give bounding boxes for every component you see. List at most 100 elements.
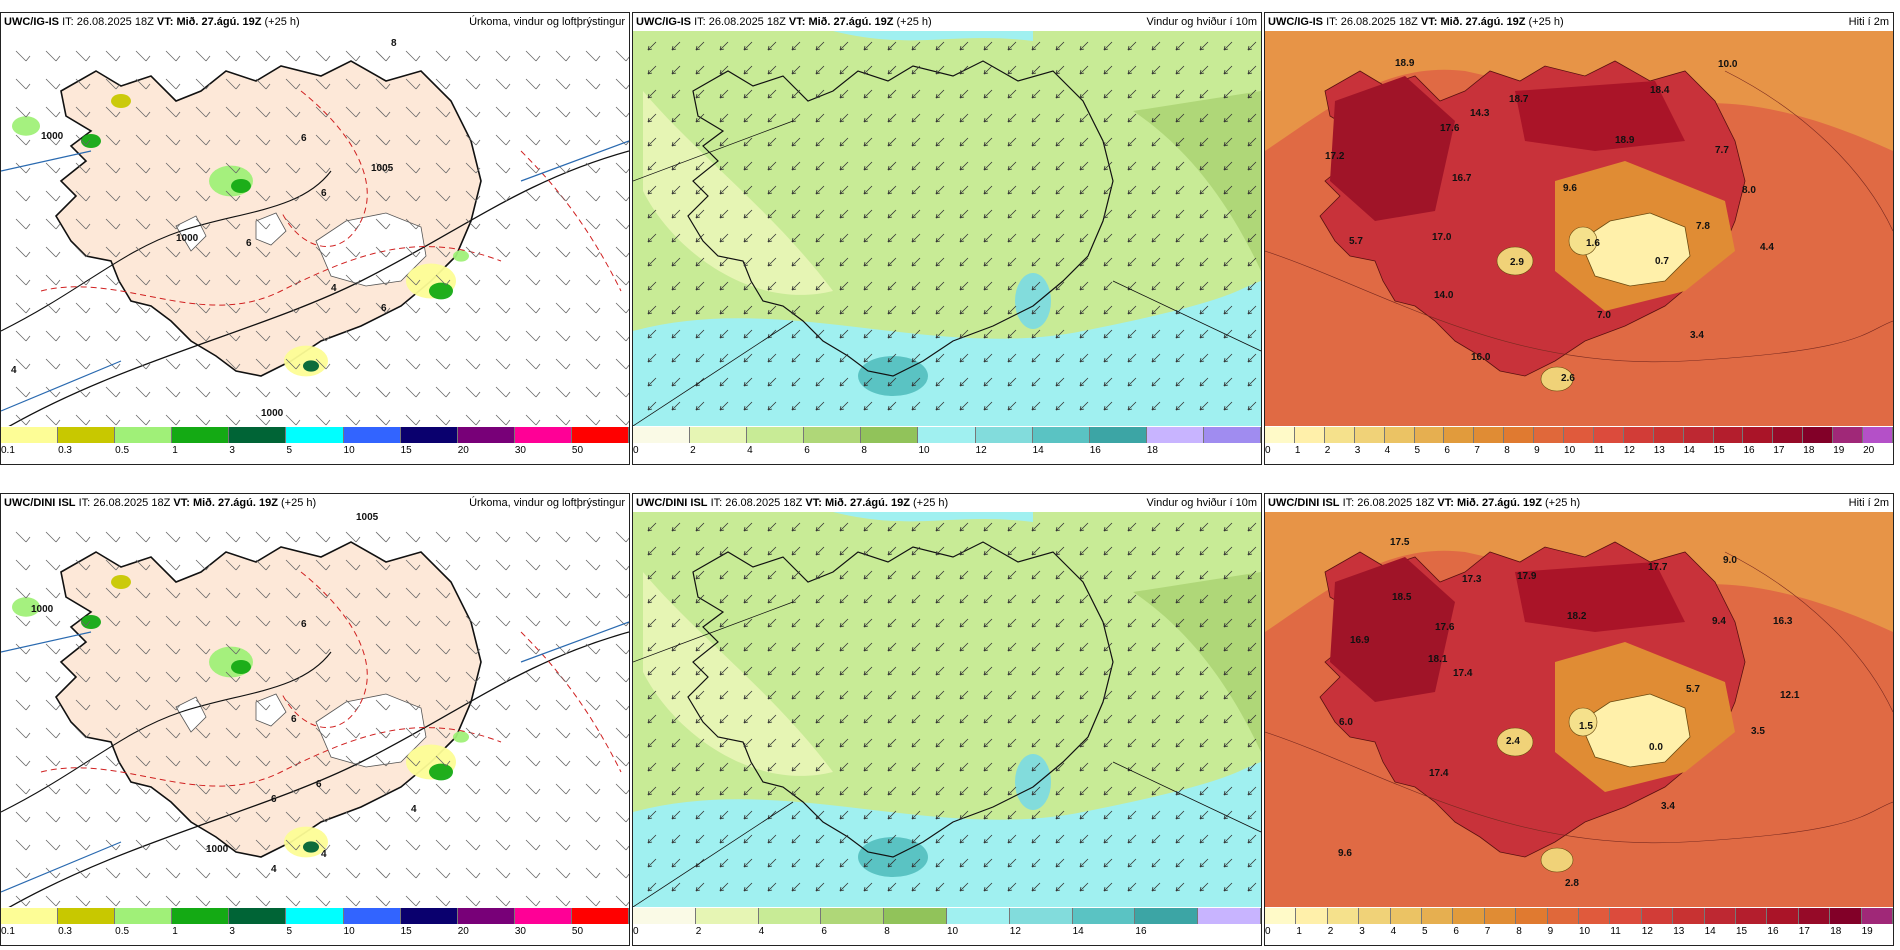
wind-arrow	[1151, 89, 1161, 99]
wind-arrow	[1031, 89, 1041, 99]
wind-arrow	[1199, 550, 1205, 556]
wind-arrow	[815, 305, 825, 315]
wind-barb	[565, 732, 571, 739]
wind-arrow	[1031, 117, 1037, 123]
wind-arrow	[935, 862, 941, 868]
wind-arrow	[1079, 550, 1085, 556]
wind-arrow	[1079, 886, 1085, 892]
wind-arrow	[1175, 357, 1181, 363]
wind-arrow	[791, 209, 801, 219]
wind-barb	[595, 279, 601, 286]
wind-barb	[465, 699, 477, 711]
wind-barb	[325, 732, 331, 739]
wind-barb	[265, 844, 271, 851]
map-area[interactable]: 18.9 14.3 17.2 17.6 18.7 18.4 10.0 18.9 7.7 16.7 9…	[1265, 31, 1893, 426]
wind-barb	[55, 279, 61, 286]
map-area[interactable]: 1005 1000 1000 6 6 6 6 4 4 4	[1, 512, 629, 907]
colorbar-swatch	[1504, 427, 1535, 443]
wind-arrow	[791, 570, 801, 580]
wind-arrow	[1055, 69, 1061, 75]
wind-barb	[205, 111, 211, 118]
colorbar-swatch	[58, 908, 116, 924]
wind-barb	[465, 50, 477, 62]
wind-barb	[105, 246, 117, 258]
map-value-label: 1000	[31, 604, 54, 615]
wind-arrow	[1223, 618, 1233, 628]
model-name: UWC/IG-IS	[1268, 16, 1323, 28]
wind-arrow	[1247, 526, 1253, 532]
isotherm-line	[1265, 250, 1893, 363]
wind-arrow	[1079, 45, 1085, 51]
wind-barb	[555, 895, 567, 907]
wind-arrow	[671, 622, 677, 628]
wind-arrow	[911, 113, 921, 123]
wind-barb	[435, 615, 447, 627]
map-value-label: 8	[391, 38, 397, 49]
wind-arrow	[1103, 93, 1109, 99]
wind-arrow	[887, 237, 893, 243]
map-area[interactable]	[633, 31, 1261, 426]
wind-arrow	[983, 161, 993, 171]
wind-barb	[255, 386, 267, 398]
wind-arrow	[1127, 237, 1133, 243]
wind-arrow	[1007, 113, 1017, 123]
map-area[interactable]	[633, 512, 1261, 907]
wind-barb	[55, 620, 61, 627]
wind-barb	[25, 419, 31, 426]
map-value-label: 2.8	[1565, 878, 1579, 889]
wind-arrow	[1247, 882, 1257, 892]
wind-arrow	[1247, 642, 1257, 652]
wind-barb	[595, 900, 601, 907]
wind-arrow	[983, 233, 993, 243]
wind-arrow	[1223, 117, 1229, 123]
wind-arrow	[959, 305, 969, 315]
wind-barb	[375, 78, 387, 90]
wind-arrow	[815, 718, 821, 724]
wind-barb	[555, 531, 567, 543]
wind-barb	[355, 83, 361, 90]
wind-arrow	[1247, 886, 1253, 892]
wind-arrow	[863, 65, 873, 75]
wind-barb	[475, 592, 481, 599]
wind-arrow	[647, 690, 657, 700]
wind-arrow	[767, 838, 773, 844]
wind-barb	[285, 274, 297, 286]
wind-arrow	[767, 666, 777, 676]
wind-arrow	[647, 882, 657, 892]
wind-arrow	[887, 694, 893, 700]
wind-barb	[225, 302, 237, 314]
wind-arrow	[815, 257, 825, 267]
wind-arrow	[1175, 546, 1185, 556]
wind-barb	[385, 111, 391, 118]
wind-barb	[615, 839, 627, 851]
wind-arrow	[1223, 137, 1233, 147]
colorbar-swatch	[747, 427, 805, 443]
colorbar-tick-label: 14	[1032, 445, 1044, 456]
map-value-label: 7.0	[1597, 310, 1611, 321]
wind-arrow	[863, 790, 869, 796]
region-line	[633, 120, 794, 182]
wind-arrow	[695, 309, 701, 315]
wind-arrow	[1247, 65, 1257, 75]
wind-arrow	[959, 742, 965, 748]
wind-arrow	[1223, 353, 1233, 363]
wind-arrow	[791, 261, 797, 267]
wind-barb	[55, 139, 61, 146]
wind-barb	[235, 648, 241, 655]
wind-barb	[135, 162, 147, 174]
colorbar-swatch	[1534, 427, 1565, 443]
wind-arrow	[863, 285, 869, 291]
temp-warm-area	[1515, 81, 1685, 151]
map-value-label: 1000	[261, 408, 284, 419]
wind-barb	[255, 531, 267, 543]
region-line	[1, 631, 92, 653]
colorbar-tick-label: 7	[1484, 926, 1491, 937]
wind-arrow	[1031, 738, 1041, 748]
wind-barb	[475, 391, 481, 398]
wind-barb	[115, 620, 121, 627]
wind-barb	[505, 788, 511, 795]
wind-arrow	[1007, 65, 1017, 75]
map-area[interactable]: 17.5 18.5 17.3 17.9 17.7 9.0 16.9 18.2 9.4 16.3 18…	[1265, 512, 1893, 907]
map-area[interactable]: 1005 1000 1000 1000 6 6 6 6 8 4 4	[1, 31, 629, 426]
